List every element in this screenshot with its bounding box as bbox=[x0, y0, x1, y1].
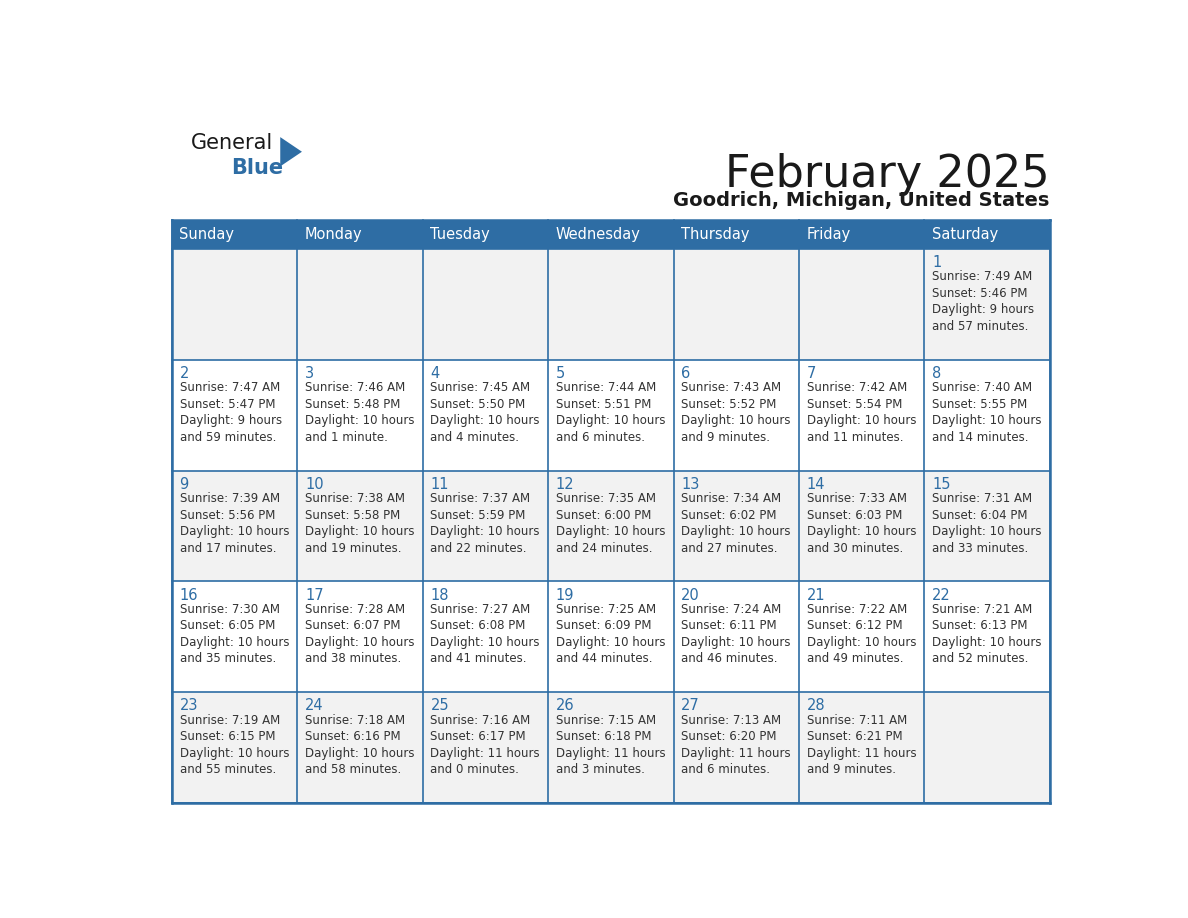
Text: 17: 17 bbox=[305, 588, 323, 602]
Text: Sunrise: 7:16 AM
Sunset: 6:17 PM
Daylight: 11 hours
and 0 minutes.: Sunrise: 7:16 AM Sunset: 6:17 PM Dayligh… bbox=[430, 714, 541, 777]
Text: 11: 11 bbox=[430, 476, 449, 492]
Text: 28: 28 bbox=[807, 699, 826, 713]
Text: Sunrise: 7:39 AM
Sunset: 5:56 PM
Daylight: 10 hours
and 17 minutes.: Sunrise: 7:39 AM Sunset: 5:56 PM Dayligh… bbox=[179, 492, 289, 554]
Text: 4: 4 bbox=[430, 365, 440, 381]
Text: Wednesday: Wednesday bbox=[556, 227, 640, 241]
Text: Sunrise: 7:44 AM
Sunset: 5:51 PM
Daylight: 10 hours
and 6 minutes.: Sunrise: 7:44 AM Sunset: 5:51 PM Dayligh… bbox=[556, 381, 665, 443]
Text: Sunrise: 7:27 AM
Sunset: 6:08 PM
Daylight: 10 hours
and 41 minutes.: Sunrise: 7:27 AM Sunset: 6:08 PM Dayligh… bbox=[430, 603, 539, 666]
Text: 20: 20 bbox=[681, 588, 700, 602]
Text: Sunrise: 7:43 AM
Sunset: 5:52 PM
Daylight: 10 hours
and 9 minutes.: Sunrise: 7:43 AM Sunset: 5:52 PM Dayligh… bbox=[681, 381, 791, 443]
Text: 6: 6 bbox=[681, 365, 690, 381]
Text: Sunrise: 7:24 AM
Sunset: 6:11 PM
Daylight: 10 hours
and 46 minutes.: Sunrise: 7:24 AM Sunset: 6:11 PM Dayligh… bbox=[681, 603, 791, 666]
Text: 27: 27 bbox=[681, 699, 700, 713]
Text: Sunrise: 7:46 AM
Sunset: 5:48 PM
Daylight: 10 hours
and 1 minute.: Sunrise: 7:46 AM Sunset: 5:48 PM Dayligh… bbox=[305, 381, 415, 443]
Text: 14: 14 bbox=[807, 476, 826, 492]
Text: Sunrise: 7:15 AM
Sunset: 6:18 PM
Daylight: 11 hours
and 3 minutes.: Sunrise: 7:15 AM Sunset: 6:18 PM Dayligh… bbox=[556, 714, 665, 777]
Text: Sunrise: 7:22 AM
Sunset: 6:12 PM
Daylight: 10 hours
and 49 minutes.: Sunrise: 7:22 AM Sunset: 6:12 PM Dayligh… bbox=[807, 603, 916, 666]
Text: Sunrise: 7:34 AM
Sunset: 6:02 PM
Daylight: 10 hours
and 27 minutes.: Sunrise: 7:34 AM Sunset: 6:02 PM Dayligh… bbox=[681, 492, 791, 554]
Text: 8: 8 bbox=[933, 365, 941, 381]
Text: Monday: Monday bbox=[305, 227, 362, 241]
Bar bbox=[172, 471, 1050, 581]
Text: Sunrise: 7:31 AM
Sunset: 6:04 PM
Daylight: 10 hours
and 33 minutes.: Sunrise: 7:31 AM Sunset: 6:04 PM Dayligh… bbox=[933, 492, 1042, 554]
Text: Goodrich, Michigan, United States: Goodrich, Michigan, United States bbox=[674, 191, 1050, 210]
Text: 21: 21 bbox=[807, 588, 826, 602]
Text: Sunrise: 7:35 AM
Sunset: 6:00 PM
Daylight: 10 hours
and 24 minutes.: Sunrise: 7:35 AM Sunset: 6:00 PM Dayligh… bbox=[556, 492, 665, 554]
Text: 22: 22 bbox=[933, 588, 950, 602]
Text: 25: 25 bbox=[430, 699, 449, 713]
Text: 16: 16 bbox=[179, 588, 198, 602]
Bar bbox=[172, 249, 1050, 360]
Text: 9: 9 bbox=[179, 476, 189, 492]
Text: Sunrise: 7:47 AM
Sunset: 5:47 PM
Daylight: 9 hours
and 59 minutes.: Sunrise: 7:47 AM Sunset: 5:47 PM Dayligh… bbox=[179, 381, 282, 443]
Text: Thursday: Thursday bbox=[681, 227, 750, 241]
Text: Sunrise: 7:45 AM
Sunset: 5:50 PM
Daylight: 10 hours
and 4 minutes.: Sunrise: 7:45 AM Sunset: 5:50 PM Dayligh… bbox=[430, 381, 539, 443]
Text: 15: 15 bbox=[933, 476, 950, 492]
Text: 13: 13 bbox=[681, 476, 700, 492]
Text: 24: 24 bbox=[305, 699, 323, 713]
Text: Tuesday: Tuesday bbox=[430, 227, 491, 241]
Text: 19: 19 bbox=[556, 588, 574, 602]
Text: Sunrise: 7:40 AM
Sunset: 5:55 PM
Daylight: 10 hours
and 14 minutes.: Sunrise: 7:40 AM Sunset: 5:55 PM Dayligh… bbox=[933, 381, 1042, 443]
Text: 7: 7 bbox=[807, 365, 816, 381]
Text: Sunrise: 7:37 AM
Sunset: 5:59 PM
Daylight: 10 hours
and 22 minutes.: Sunrise: 7:37 AM Sunset: 5:59 PM Dayligh… bbox=[430, 492, 539, 554]
Text: Sunday: Sunday bbox=[179, 227, 234, 241]
Text: Sunrise: 7:30 AM
Sunset: 6:05 PM
Daylight: 10 hours
and 35 minutes.: Sunrise: 7:30 AM Sunset: 6:05 PM Dayligh… bbox=[179, 603, 289, 666]
Polygon shape bbox=[280, 137, 302, 166]
Text: 2: 2 bbox=[179, 365, 189, 381]
Bar bbox=[172, 581, 1050, 692]
Text: Friday: Friday bbox=[807, 227, 851, 241]
Text: 12: 12 bbox=[556, 476, 575, 492]
Text: February 2025: February 2025 bbox=[725, 152, 1050, 196]
Text: Sunrise: 7:18 AM
Sunset: 6:16 PM
Daylight: 10 hours
and 58 minutes.: Sunrise: 7:18 AM Sunset: 6:16 PM Dayligh… bbox=[305, 714, 415, 777]
Text: Sunrise: 7:11 AM
Sunset: 6:21 PM
Daylight: 11 hours
and 9 minutes.: Sunrise: 7:11 AM Sunset: 6:21 PM Dayligh… bbox=[807, 714, 916, 777]
Text: Sunrise: 7:49 AM
Sunset: 5:46 PM
Daylight: 9 hours
and 57 minutes.: Sunrise: 7:49 AM Sunset: 5:46 PM Dayligh… bbox=[933, 270, 1035, 333]
Text: Sunrise: 7:25 AM
Sunset: 6:09 PM
Daylight: 10 hours
and 44 minutes.: Sunrise: 7:25 AM Sunset: 6:09 PM Dayligh… bbox=[556, 603, 665, 666]
Text: Sunrise: 7:13 AM
Sunset: 6:20 PM
Daylight: 11 hours
and 6 minutes.: Sunrise: 7:13 AM Sunset: 6:20 PM Dayligh… bbox=[681, 714, 791, 777]
Text: Sunrise: 7:33 AM
Sunset: 6:03 PM
Daylight: 10 hours
and 30 minutes.: Sunrise: 7:33 AM Sunset: 6:03 PM Dayligh… bbox=[807, 492, 916, 554]
Text: 23: 23 bbox=[179, 699, 198, 713]
Text: Sunrise: 7:21 AM
Sunset: 6:13 PM
Daylight: 10 hours
and 52 minutes.: Sunrise: 7:21 AM Sunset: 6:13 PM Dayligh… bbox=[933, 603, 1042, 666]
Text: Sunrise: 7:38 AM
Sunset: 5:58 PM
Daylight: 10 hours
and 19 minutes.: Sunrise: 7:38 AM Sunset: 5:58 PM Dayligh… bbox=[305, 492, 415, 554]
Text: General: General bbox=[191, 133, 273, 153]
Bar bbox=[172, 360, 1050, 471]
Text: Sunrise: 7:28 AM
Sunset: 6:07 PM
Daylight: 10 hours
and 38 minutes.: Sunrise: 7:28 AM Sunset: 6:07 PM Dayligh… bbox=[305, 603, 415, 666]
Text: Blue: Blue bbox=[232, 158, 284, 178]
Text: 18: 18 bbox=[430, 588, 449, 602]
Text: 26: 26 bbox=[556, 699, 575, 713]
Text: 10: 10 bbox=[305, 476, 323, 492]
Text: 5: 5 bbox=[556, 365, 565, 381]
Text: Sunrise: 7:42 AM
Sunset: 5:54 PM
Daylight: 10 hours
and 11 minutes.: Sunrise: 7:42 AM Sunset: 5:54 PM Dayligh… bbox=[807, 381, 916, 443]
Text: 1: 1 bbox=[933, 255, 941, 270]
Bar bbox=[172, 692, 1050, 803]
Bar bbox=[172, 219, 1050, 249]
Text: Sunrise: 7:19 AM
Sunset: 6:15 PM
Daylight: 10 hours
and 55 minutes.: Sunrise: 7:19 AM Sunset: 6:15 PM Dayligh… bbox=[179, 714, 289, 777]
Text: 3: 3 bbox=[305, 365, 314, 381]
Text: Saturday: Saturday bbox=[933, 227, 998, 241]
